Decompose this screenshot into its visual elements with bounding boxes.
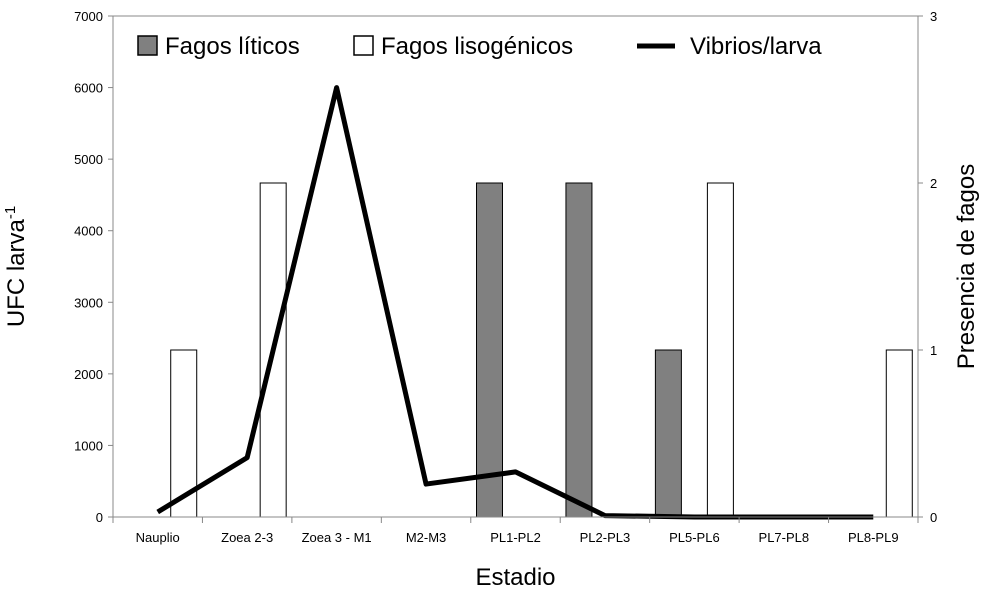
y-tick-label: 6000 (74, 81, 103, 96)
x-tick-label: PL5-PL6 (669, 530, 720, 545)
legend-swatch (137, 35, 158, 56)
y2-tick-label: 0 (930, 510, 937, 525)
legend-label: Vibrios/larva (690, 33, 822, 60)
x-tick-label: PL7-PL8 (759, 530, 810, 545)
x-tick-label: Zoea 3 - M1 (302, 530, 372, 545)
legend-label: Fagos lisogénicos (381, 33, 573, 60)
y-tick-label: 7000 (74, 9, 103, 24)
legend: Fagos líticos Fagos lisogénicos Vibrios/la… (137, 33, 822, 60)
legend-label: Fagos líticos (165, 33, 300, 60)
bars-layer (170, 182, 913, 518)
y-tick-label: 4000 (74, 224, 103, 239)
y-axis-title: UFC larva-1 (2, 206, 30, 327)
y-tick-label: 1000 (74, 438, 103, 453)
y-tick-label: 5000 (74, 152, 103, 167)
bar (885, 349, 913, 518)
bar (654, 349, 682, 518)
bar (565, 182, 593, 518)
x-tick-label: M2-M3 (406, 530, 446, 545)
x-tick-label: PL1-PL2 (490, 530, 541, 545)
bar (476, 182, 503, 518)
y2-axis-title: Presencia de fagos (953, 164, 980, 369)
x-tick-label: PL8-PL9 (848, 530, 899, 545)
x-tick-label: Nauplio (136, 530, 180, 545)
bar (706, 182, 734, 518)
axes-layer: 0 1000 2000 3000 4000 5000 6000 7000 0 1 2 3 Nauplio… (74, 9, 937, 545)
y2-tick-label: 1 (930, 343, 937, 358)
x-tick-label: Zoea 2-3 (221, 530, 273, 545)
y-tick-label: 2000 (74, 367, 103, 382)
y-tick-label: 3000 (74, 295, 103, 310)
x-axis-title: Estadio (475, 564, 555, 589)
y2-tick-label: 3 (930, 9, 937, 24)
legend-swatch (353, 35, 374, 56)
y-tick-label: 0 (96, 510, 103, 525)
plot-area-frame (112, 15, 919, 518)
y2-tick-label: 2 (930, 176, 937, 191)
x-tick-label: PL2-PL3 (580, 530, 631, 545)
